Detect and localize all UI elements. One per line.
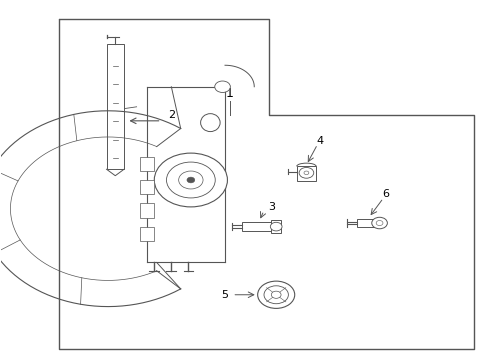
- Circle shape: [299, 167, 313, 178]
- Ellipse shape: [200, 114, 220, 132]
- Text: 6: 6: [382, 189, 388, 199]
- Text: 3: 3: [267, 202, 274, 212]
- Text: 4: 4: [316, 136, 323, 145]
- Bar: [106, 44, 124, 169]
- Circle shape: [186, 177, 194, 183]
- Bar: [356, 219, 380, 227]
- Circle shape: [166, 162, 215, 198]
- Bar: [271, 220, 281, 233]
- Circle shape: [375, 221, 382, 226]
- Circle shape: [271, 291, 281, 298]
- Circle shape: [214, 81, 230, 93]
- Circle shape: [270, 222, 282, 231]
- Circle shape: [304, 171, 308, 175]
- Circle shape: [154, 153, 227, 207]
- Circle shape: [264, 286, 288, 304]
- Bar: [140, 226, 154, 241]
- Circle shape: [257, 281, 294, 309]
- Bar: [140, 180, 154, 194]
- Bar: [140, 157, 154, 171]
- Text: 1: 1: [225, 87, 233, 100]
- Text: 2: 2: [167, 111, 175, 121]
- Bar: [296, 166, 316, 181]
- Circle shape: [178, 171, 203, 189]
- Bar: [140, 203, 154, 218]
- Bar: [242, 222, 273, 231]
- Circle shape: [371, 217, 386, 229]
- Text: 5: 5: [221, 290, 228, 300]
